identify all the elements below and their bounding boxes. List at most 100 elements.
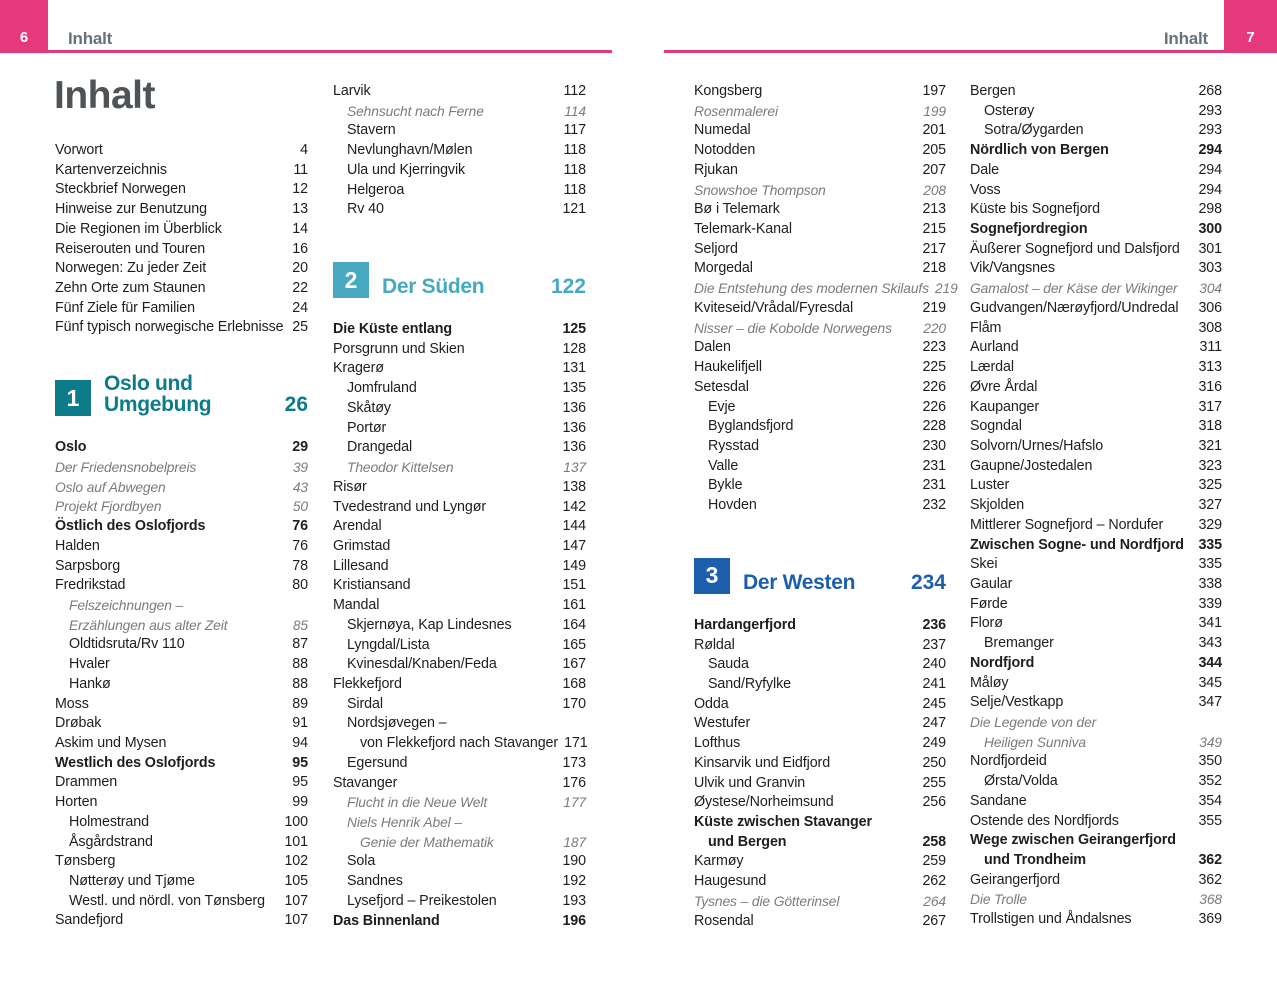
toc-entry: Evje 226 <box>694 398 946 418</box>
toc-entry-page: 258 <box>922 833 946 850</box>
toc-entry: Dalen 223 <box>694 338 946 358</box>
toc-entry-page: 14 <box>292 220 308 237</box>
toc-entry: Sandane 354 <box>970 792 1222 812</box>
toc-entry-page: 245 <box>922 695 946 712</box>
toc-entry: Vorwort 4 <box>55 141 308 161</box>
toc-entry-label: Åsgårdstrand <box>69 833 153 850</box>
toc-entry: Holmestrand 100 <box>55 813 308 833</box>
toc-entry-label: Bremanger <box>984 635 1054 652</box>
toc-entry-page: 325 <box>1198 477 1222 494</box>
toc-entry: Osterøy 293 <box>970 102 1222 122</box>
chapter-page-number: 26 <box>284 393 308 417</box>
toc-entry-page: 201 <box>922 122 946 139</box>
toc-entry: Bø i Telemark 213 <box>694 200 946 220</box>
toc-entry: Westlich des Oslofjords 95 <box>55 754 308 774</box>
toc-entry-page: 219 <box>922 299 946 316</box>
toc-entry-page: 16 <box>292 240 308 257</box>
toc-entry: Åsgårdstrand 101 <box>55 833 308 853</box>
toc-entry: Dale 294 <box>970 161 1222 181</box>
toc-entry-page: 237 <box>922 636 946 653</box>
toc-entry-page: 11 <box>293 161 308 178</box>
toc-entry-label: Moss <box>55 695 89 712</box>
toc-entry-label: Helgeroa <box>347 181 405 198</box>
toc-column-2: Larvik 112 Sehnsucht nach Ferne 114 Stavern 1… <box>333 82 588 931</box>
toc-entry: Seljord 217 <box>694 240 946 260</box>
toc-entry-label: Rosenmalerei <box>694 103 778 119</box>
toc-entry: Projekt Fjordbyen 50 <box>55 497 308 517</box>
toc-entry: Sarpsborg 78 <box>55 557 308 577</box>
toc-entry-label: Sogndal <box>970 418 1022 435</box>
toc-entry: Egersund 173 <box>333 754 586 774</box>
toc-entry-label: Erzählungen aus alter Zeit <box>69 617 228 633</box>
toc-entry-label: Sarpsborg <box>55 557 121 574</box>
toc-entry-page: 316 <box>1198 378 1222 395</box>
toc-entry-page: 329 <box>1198 516 1222 533</box>
toc-entry: Sogndal 318 <box>970 417 1222 437</box>
toc-entry-page: 197 <box>922 83 946 99</box>
toc-entry: Tysnes – die Götterinsel 264 <box>694 892 946 912</box>
toc-entry: Portør 136 <box>333 419 586 439</box>
toc-entry-label: Solvorn/Urnes/Hafslo <box>970 437 1104 454</box>
toc-entry-label: Kaupanger <box>970 398 1040 415</box>
toc-entry: Nevlunghavn/Mølen 118 <box>333 141 586 161</box>
toc-entry-page: 298 <box>1198 201 1222 218</box>
toc-entry: Sirdal 170 <box>333 695 586 715</box>
toc-entry: Luster 325 <box>970 476 1222 496</box>
toc-entry-label: Drøbak <box>55 715 102 732</box>
toc-entry: Kinsarvik und Eidfjord 250 <box>694 754 946 774</box>
toc-entry-label: Nøtterøy und Tjøme <box>69 873 195 889</box>
toc-entry: Porsgrunn und Skien 128 <box>333 340 586 360</box>
toc-entry-page: 177 <box>563 795 586 811</box>
toc-entry: Haugesund 262 <box>694 872 946 892</box>
toc-entry: Ula und Kjerringvik 118 <box>333 161 586 181</box>
chapter-heading: 3 Der Westen 234 <box>694 557 946 594</box>
toc-entry-label: Odda <box>694 695 729 712</box>
toc-entry-page: 262 <box>922 873 946 890</box>
toc-entry-page: 303 <box>1198 260 1222 277</box>
toc-entry-label: Theodor Kittelsen <box>347 460 454 476</box>
toc-entry-page: 164 <box>562 616 586 633</box>
toc-entry: Östlich des Oslofjords 76 <box>55 517 308 537</box>
toc-entry: Nordfjordeid 350 <box>970 752 1222 772</box>
toc-entry: Stavanger 176 <box>333 774 586 794</box>
toc-entry: Gudvangen/Nærøyfjord/Undredal 306 <box>970 299 1222 319</box>
toc-entry-page: 317 <box>1198 398 1222 415</box>
toc-entry-page: 176 <box>562 774 586 791</box>
toc-entry-page: 78 <box>292 557 308 574</box>
toc-entry-label: Sand/Ryfylke <box>708 675 792 692</box>
toc-entry-page: 199 <box>923 103 946 119</box>
toc-entry-label: und Trondheim <box>984 852 1086 869</box>
toc-entry-label: Hinweise zur Benutzung <box>55 201 207 218</box>
toc-entry-page: 107 <box>284 892 308 909</box>
toc-entry: Nördlich von Bergen 294 <box>970 141 1222 161</box>
toc-entry: Skei 335 <box>970 555 1222 575</box>
toc-entry-page: 121 <box>562 201 586 218</box>
toc-entry-page: 136 <box>562 439 586 456</box>
toc-entry-page: 236 <box>922 616 946 633</box>
toc-entry-label: Flåm <box>970 319 1002 336</box>
toc-entry: Sandnes 192 <box>333 872 586 892</box>
toc-entry-label: Stavanger <box>333 774 398 791</box>
toc-entry-label: Øystese/Norheimsund <box>694 794 834 811</box>
toc-entry: Felszeichnungen – <box>55 596 308 616</box>
toc-entry-label: Die Legende von der <box>970 715 1097 730</box>
toc-entry: Haukelifjell 225 <box>694 358 946 378</box>
toc-entry-page: 196 <box>562 912 586 929</box>
toc-entry-page: 117 <box>563 122 587 139</box>
toc-entry-label: Westl. und nördl. von Tønsberg <box>69 892 265 909</box>
chapter-number-badge: 1 <box>55 380 91 417</box>
toc-entry: Nordfjord 344 <box>970 654 1222 674</box>
toc-entry-label: Ostende des Nordfjords <box>970 812 1119 829</box>
toc-entry: Sognefjordregion 300 <box>970 220 1222 240</box>
toc-entry: Setesdal 226 <box>694 378 946 398</box>
toc-entry-label: Vik/Vangsnes <box>970 260 1055 277</box>
toc-entry-label: Niels Henrik Abel – <box>347 815 462 830</box>
toc-entry: Der Friedensnobelpreis 39 <box>55 458 308 478</box>
toc-entry: Die Entstehung des modernen Skilaufs 219 <box>694 279 958 299</box>
toc-entry-page: 293 <box>1198 102 1222 119</box>
toc-entry-page: 135 <box>562 380 586 397</box>
toc-entry: Lillesand 149 <box>333 557 586 577</box>
toc-entry-label: Kongsberg <box>694 83 763 99</box>
toc-entry-page: 76 <box>292 518 308 535</box>
toc-entry-label: Kviteseid/Vrådal/Fyresdal <box>694 299 854 316</box>
